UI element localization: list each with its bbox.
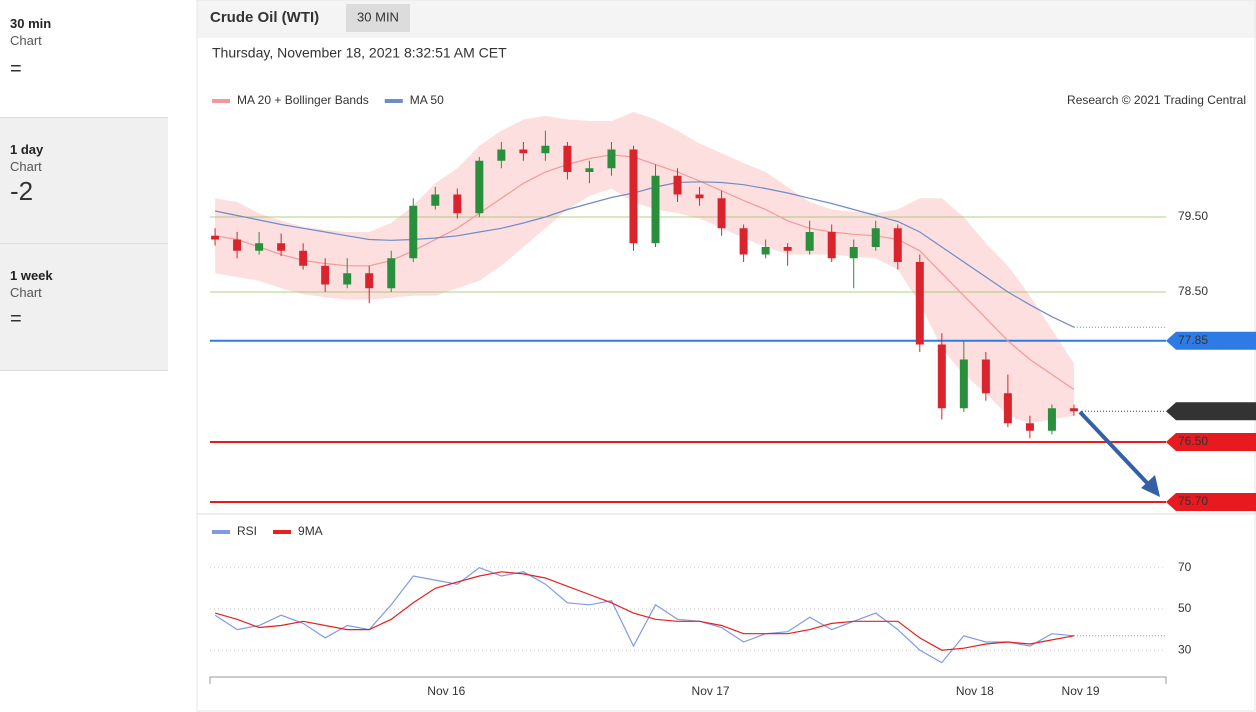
candle-body: [1025, 423, 1034, 431]
candle-body: [893, 228, 902, 262]
score: -2: [10, 176, 34, 206]
level-label: 79.50: [1178, 209, 1208, 223]
candle-body: [915, 262, 924, 345]
legend-swatch: [384, 99, 403, 103]
candle-body: [211, 235, 220, 240]
candle-body: [673, 175, 682, 195]
x-tick-label: Nov 17: [692, 684, 730, 698]
candle-body: [805, 232, 814, 251]
level-tag: [1166, 402, 1256, 421]
ma-line: [215, 154, 1075, 390]
candle-body: [365, 273, 374, 289]
legend-swatch: [273, 530, 292, 534]
candle-body: [739, 228, 748, 255]
sidebar-item[interactable]: 1 week Chart =: [0, 244, 168, 371]
candle-body: [629, 149, 638, 244]
candle-body: [497, 149, 506, 161]
candle-body: [695, 194, 704, 199]
legend-label: RSI: [237, 524, 257, 538]
candle-body: [233, 239, 242, 251]
y-tick-label: 50: [1178, 601, 1192, 615]
candle-body: [563, 145, 572, 172]
attribution: Research © 2021 Trading Central: [1067, 93, 1246, 107]
candle-body: [299, 250, 308, 266]
timeframe-box: [346, 4, 410, 32]
candle-body: [343, 273, 352, 285]
candle-body: [849, 247, 858, 259]
candle-body: [871, 228, 880, 247]
candle-body: [607, 149, 616, 169]
candle-body: [321, 265, 330, 285]
level-label: 75.70: [1178, 494, 1208, 508]
level-tag: [1166, 493, 1256, 511]
candle-body: [585, 168, 594, 172]
candle-body: [717, 198, 726, 229]
chart-label: Chart: [10, 33, 42, 48]
legend-label: MA 50: [410, 93, 444, 107]
level-tag: [1166, 331, 1256, 350]
timeframe: 30 MIN: [357, 9, 399, 24]
timestamp: Thursday, November 18, 2021 8:32:51 AM C…: [212, 45, 507, 61]
legend-label: 9MA: [298, 524, 323, 538]
legend-label: MA 20 + Bollinger Bands: [237, 93, 369, 107]
candle-body: [475, 160, 484, 214]
legend-swatch: [212, 530, 230, 534]
chart-label: Chart: [10, 159, 42, 174]
indicator-line: [214, 571, 1075, 651]
panel-border: [196, 0, 1256, 712]
price-chart: 79.50 78.50 77.85 76.91 76.50 75.70 MA 20 + Bo…: [210, 93, 1256, 511]
x-tick-label: Nov 19: [1062, 684, 1100, 698]
candle-body: [431, 194, 440, 206]
candle-body: [1003, 393, 1012, 424]
level-label: 77.85: [1178, 333, 1208, 347]
x-axis: [209, 676, 1167, 684]
bollinger-band: [215, 112, 1074, 424]
level-label: 78.50: [1178, 284, 1208, 298]
chart-label: Chart: [10, 285, 42, 300]
x-tick-label: Nov 16: [427, 684, 465, 698]
ma-line: [214, 181, 1075, 328]
rsi-chart: 70 50 30 Nov 16 Nov 17 Nov 18 Nov 19 RSI 9MA: [209, 524, 1192, 698]
x-tick-label: Nov 18: [956, 684, 994, 698]
candle-body: [959, 359, 968, 409]
candle-body: [387, 258, 396, 289]
candle-body: [651, 175, 660, 244]
period: 1 day: [10, 142, 44, 157]
candle-body: [277, 243, 286, 251]
legend-swatch: [212, 99, 230, 103]
candle-body: [1047, 408, 1056, 431]
candle-body: [827, 232, 836, 259]
candle-body: [937, 344, 946, 409]
indicator-line: [214, 567, 1074, 664]
candle-body: [409, 205, 418, 259]
candle-body: [783, 247, 792, 251]
y-tick-label: 30: [1178, 642, 1192, 656]
sidebar-item[interactable]: 1 day Chart -2: [0, 118, 168, 244]
forecast-arrow-head: [1141, 475, 1160, 497]
y-tick-label: 70: [1178, 560, 1192, 574]
period: 1 week: [10, 268, 53, 283]
candle-body: [1069, 408, 1078, 412]
candle-body: [761, 247, 770, 255]
level-label: 76.50: [1178, 434, 1208, 448]
score: =: [10, 58, 22, 80]
level-label: 76.91: [1178, 403, 1208, 417]
forecast-arrow: [1078, 410, 1152, 488]
level-tag: [1166, 433, 1256, 451]
sidebar-item[interactable]: 30 min Chart =: [0, 0, 168, 118]
candle-body: [541, 145, 550, 154]
instrument: Crude Oil (WTI): [210, 9, 319, 26]
score: =: [10, 308, 22, 330]
candle-body: [453, 194, 462, 214]
candle-body: [255, 243, 264, 251]
candle-body: [519, 149, 528, 154]
candle-body: [981, 359, 990, 394]
period: 30 min: [10, 16, 52, 31]
